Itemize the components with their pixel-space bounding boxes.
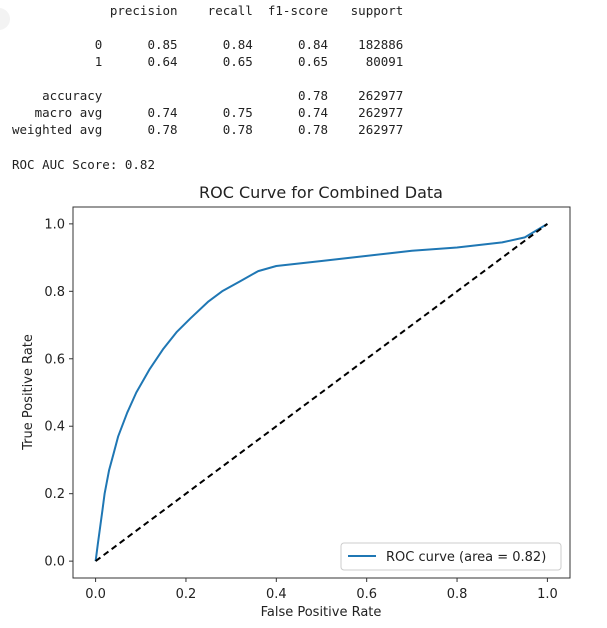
y-tick-label: 0.6 (44, 352, 65, 367)
plot-frame (72, 206, 571, 579)
x-tick-label: 0.4 (266, 587, 287, 602)
x-axis-label: False Positive Rate (261, 605, 382, 620)
roc-auc-score: ROC AUC Score: 0.82 (12, 157, 155, 172)
y-tick-label: 0.2 (44, 487, 65, 502)
y-tick-label: 0.8 (44, 285, 65, 300)
y-tick-label: 0.0 (44, 555, 65, 570)
chart-title: ROC Curve for Combined Data (199, 183, 443, 202)
chance-diagonal-line (95, 223, 548, 562)
y-axis-label: True Positive Rate (21, 334, 36, 451)
roc-curve-line (94, 223, 548, 562)
corner-shadow (0, 8, 10, 30)
x-tick-label: 0.8 (447, 587, 468, 602)
legend-label: ROC curve (area = 0.82) (386, 550, 546, 565)
y-tick-label: 1.0 (44, 217, 65, 232)
x-tick-label: 1.0 (537, 587, 558, 602)
x-tick-label: 0.2 (176, 587, 197, 602)
y-tick-label: 0.4 (44, 420, 65, 435)
legend: ROC curve (area = 0.82) (340, 542, 562, 571)
x-tick-label: 0.6 (356, 587, 377, 602)
x-tick-label: 0.0 (85, 587, 106, 602)
legend-box (340, 542, 562, 571)
classification-report: precision recall f1-score support 0 0.85… (12, 3, 404, 137)
